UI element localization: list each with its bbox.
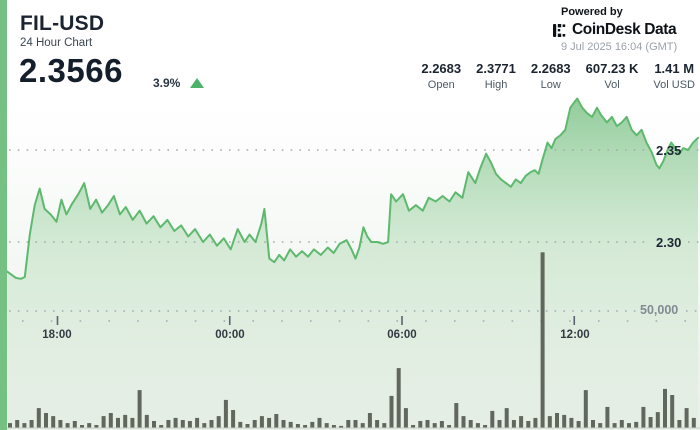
ohlc-stats-row: 2.2683 Open 2.3771 High 2.2683 Low 607.23 K Vol… <box>421 61 695 91</box>
stat-value: 607.23 K <box>585 61 639 76</box>
page-title: FIL-USD <box>20 12 105 35</box>
change-percent: 3.9% <box>153 76 181 90</box>
stat-value: 2.2683 <box>421 61 462 76</box>
stat-open: 2.2683 Open <box>421 61 461 91</box>
x-axis-label-1200: 12:00 <box>560 329 590 341</box>
y-axis-label-230: 2.30 <box>656 235 682 250</box>
x-axis-label-1800: 18:00 <box>42 329 72 341</box>
timestamp: 9 Jul 2025 16:04 (GMT) <box>561 41 678 53</box>
stat-low: 2.2683 Low <box>531 61 571 91</box>
x-axis-label-0000: 00:00 <box>215 329 245 341</box>
powered-by-label: Powered by <box>561 6 623 18</box>
stat-value: 2.3771 <box>476 61 516 76</box>
y-axis-label-volume-50000: 50,000 <box>640 303 679 317</box>
stat-label: Open <box>427 79 455 91</box>
stat-label: Vol <box>604 79 620 91</box>
up-arrow-icon <box>190 78 204 88</box>
chart-range-subtitle: 24 Hour Chart <box>20 37 93 49</box>
coindesk-brand-link[interactable]: CoinDesk Data <box>553 21 697 39</box>
stat-label: Low <box>540 79 561 91</box>
branding-block: Powered by CoinDesk Data 9 Jul 2025 16:0… <box>553 6 697 53</box>
stat-label: Vol USD <box>653 79 695 91</box>
x-axis-label-0600: 06:00 <box>387 329 417 341</box>
brand-name: CoinDesk Data <box>572 21 677 38</box>
stat-value: 1.41 M <box>654 61 695 76</box>
left-accent-bar <box>0 0 7 430</box>
coindesk-logo-icon <box>553 23 566 37</box>
stat-value: 2.2683 <box>530 61 571 76</box>
current-price: 2.3566 <box>19 52 123 89</box>
stat-vol: 607.23 K Vol <box>586 61 639 91</box>
stat-vol-usd: 1.41 M Vol USD <box>653 61 695 91</box>
stat-high: 2.3771 High <box>476 61 516 91</box>
stat-label: High <box>484 79 508 91</box>
y-axis-label-235: 2.35 <box>656 143 682 158</box>
